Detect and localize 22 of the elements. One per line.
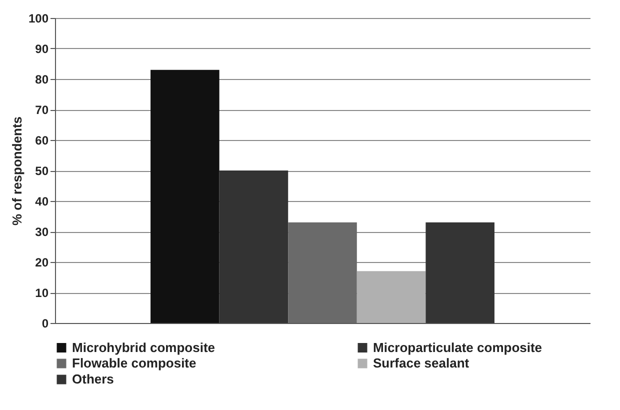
y-tick-label: 40 — [35, 194, 49, 208]
legend-label: Flowable composite — [72, 356, 196, 370]
y-axis-title: % of respondents — [9, 116, 24, 226]
bar — [426, 222, 494, 323]
y-tick-label: 100 — [28, 12, 49, 26]
bar — [288, 222, 357, 323]
y-tick-label: 0 — [42, 316, 49, 330]
y-tick-label: 50 — [35, 164, 49, 178]
y-tick-label: 80 — [35, 72, 49, 86]
y-tick-label: 30 — [35, 225, 49, 239]
legend-label: Others — [72, 372, 114, 386]
legend-label: Microparticulate composite — [373, 340, 542, 355]
bar — [150, 70, 220, 323]
bar — [219, 170, 288, 323]
bar — [356, 271, 426, 323]
y-tick-label: 10 — [35, 286, 49, 300]
legend-label: Microhybrid composite — [72, 340, 216, 355]
legend-label: Surface sealant — [373, 356, 470, 370]
y-tick-label: 60 — [35, 134, 49, 148]
y-tick-label: 20 — [35, 256, 49, 270]
y-tick-label: 70 — [35, 103, 49, 117]
y-tick-label: 90 — [35, 42, 49, 56]
